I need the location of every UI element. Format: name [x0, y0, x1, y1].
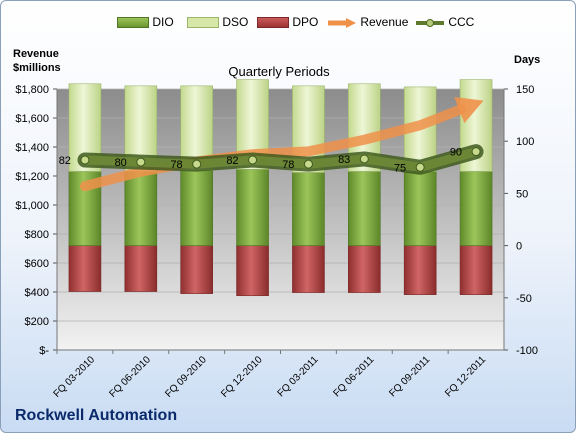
legend-dso: DSO: [187, 15, 248, 29]
company-name: Rockwell Automation: [15, 407, 178, 424]
legend-dso-swatch: [187, 17, 219, 29]
legend-ccc-marker-icon: [416, 18, 444, 27]
legend-revenue: Revenue: [327, 15, 408, 29]
ccc-data-label: 90: [450, 147, 462, 159]
right-tick-label: -100: [516, 345, 538, 357]
legend-dpo-swatch: [257, 17, 289, 29]
ccc-point: [471, 147, 481, 157]
legend-dio-label: DIO: [152, 15, 174, 29]
bar-dpo: [403, 245, 437, 295]
ccc-data-label: 80: [115, 157, 127, 169]
left-tick-label: $1,800: [15, 84, 49, 96]
ccc-data-label: 82: [59, 155, 71, 167]
left-tick-label: $1,400: [15, 142, 49, 154]
ccc-point: [192, 159, 202, 169]
left-tick-label: $200: [25, 316, 49, 328]
legend-dpo-label: DPO: [292, 15, 319, 29]
ccc-point: [359, 154, 369, 164]
right-tick-label: 50: [516, 188, 528, 200]
ccc-point: [248, 155, 258, 165]
legend-ccc: CCC: [415, 15, 474, 29]
right-tick-label: 100: [516, 136, 534, 148]
revenue-line: [79, 104, 467, 192]
legend-dso-label: DSO: [222, 15, 249, 29]
left-axis-title: Revenue $millions: [13, 47, 61, 75]
ccc-data-label: 75: [394, 162, 406, 174]
ccc-point: [303, 159, 313, 169]
left-tick-label: $1,600: [15, 113, 49, 125]
left-tick-label: $800: [25, 229, 49, 241]
left-tick-label: $1,200: [15, 171, 49, 183]
bar-dio: [292, 172, 325, 246]
x-tick-label: FQ 03-2010: [52, 354, 98, 400]
legend-dio-swatch: [117, 17, 149, 29]
legend-revenue-arrow-icon: [328, 17, 356, 28]
x-tick-label: FQ 06-2010: [107, 354, 153, 400]
legend-revenue-label: Revenue: [360, 15, 409, 29]
right-tick-label: 150: [516, 84, 534, 96]
ccc-point: [136, 157, 146, 167]
ccc-point: [80, 155, 90, 165]
left-tick-label: $1,000: [15, 200, 49, 212]
ccc-line-highlight: [80, 147, 481, 172]
ccc-data-label: 82: [226, 155, 238, 167]
ccc-data-label: 83: [338, 154, 350, 166]
ccc-data-label: 78: [282, 159, 294, 171]
right-tick-label: -50: [516, 293, 532, 305]
bar-dio: [236, 169, 269, 246]
bar-dio: [459, 171, 493, 246]
left-tick-label: $400: [25, 287, 49, 299]
right-tick-label: 0: [516, 241, 522, 253]
bar-dpo: [180, 245, 213, 294]
legend-ccc-label: CCC: [448, 15, 475, 29]
bar-dpo: [348, 245, 381, 293]
x-tick-label: FQ 09-2010: [163, 354, 209, 400]
legend-dio: DIO: [117, 15, 174, 29]
chart-title: Quarterly Periods: [228, 64, 330, 79]
right-axis-title: Days: [514, 54, 541, 66]
left-axis-title-line2: $millions: [13, 62, 61, 74]
x-tick-label: FQ 12-2011: [443, 354, 488, 399]
left-tick-label: $600: [25, 258, 49, 270]
bar-dio: [124, 171, 158, 246]
bar-dpo: [124, 245, 158, 292]
left-tick-label: $-: [39, 345, 49, 357]
x-tick-label: FQ 06-2011: [331, 354, 376, 399]
bar-dio: [403, 171, 437, 246]
bar-dpo: [68, 245, 102, 292]
legend-dpo: DPO: [257, 15, 318, 29]
bar-dpo: [459, 245, 493, 295]
x-tick-label: FQ 09-2011: [387, 354, 432, 399]
bar-dio: [180, 170, 213, 246]
x-tick-label: FQ 12-2010: [219, 354, 265, 400]
revenue-arrowhead: [454, 96, 484, 124]
ccc-data-label: 78: [170, 159, 182, 171]
left-axis-title-line1: Revenue: [13, 48, 59, 60]
bar-dio: [348, 171, 381, 246]
x-tick-label: FQ 03-2011: [276, 354, 321, 399]
bar-dpo: [292, 245, 325, 293]
plot-area: [57, 89, 504, 350]
ccc-point: [415, 162, 425, 172]
bar-dpo: [236, 245, 269, 297]
